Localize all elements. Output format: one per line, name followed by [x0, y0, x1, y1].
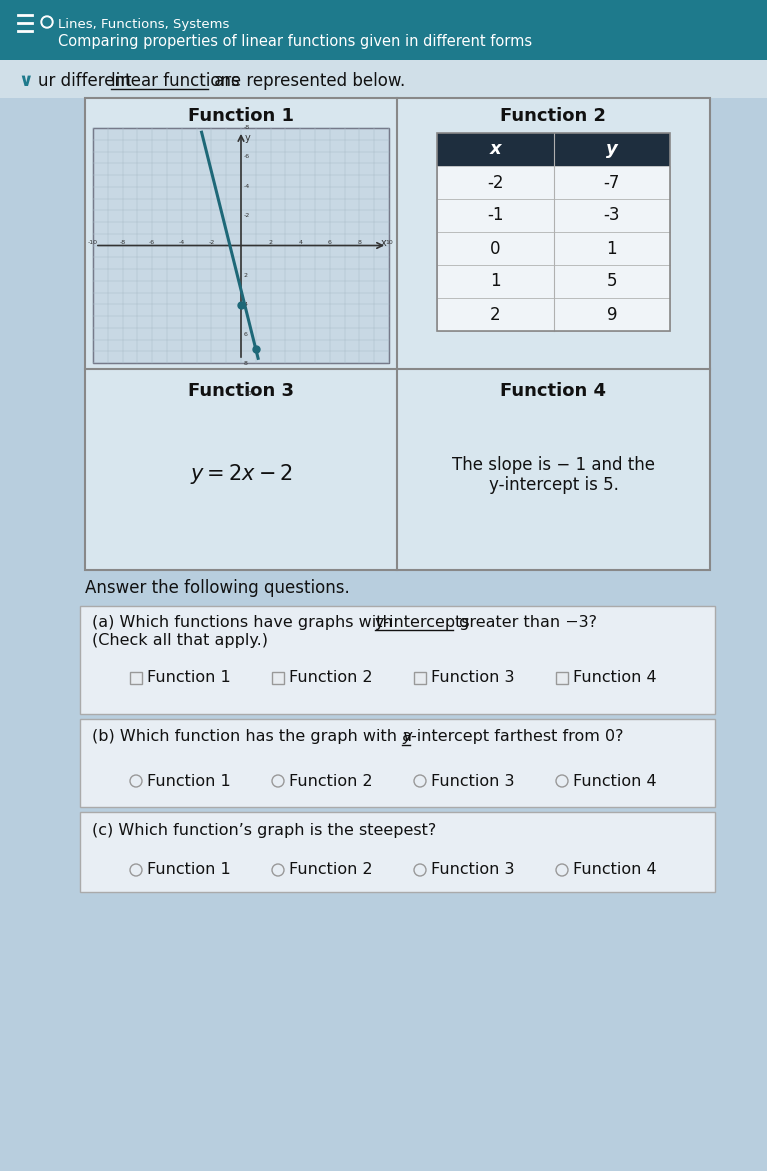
Text: (c) Which function’s graph is the steepest?: (c) Which function’s graph is the steepe… — [92, 822, 436, 837]
Text: Function 3: Function 3 — [188, 382, 294, 400]
Text: y: y — [606, 141, 617, 158]
Text: 1: 1 — [490, 273, 501, 290]
Text: 5: 5 — [607, 273, 617, 290]
FancyBboxPatch shape — [414, 672, 426, 684]
Text: Lines, Functions, Systems: Lines, Functions, Systems — [58, 18, 229, 30]
Text: x: x — [381, 239, 387, 248]
Text: -8: -8 — [120, 240, 126, 246]
Text: Function 1: Function 1 — [147, 671, 231, 685]
Text: 6: 6 — [328, 240, 332, 246]
Text: linear functions: linear functions — [111, 71, 240, 90]
Text: -4: -4 — [244, 184, 250, 189]
Text: Function 2: Function 2 — [501, 107, 607, 125]
FancyBboxPatch shape — [556, 672, 568, 684]
Text: ∨: ∨ — [18, 71, 33, 90]
Text: -2: -2 — [244, 213, 250, 219]
Text: 2: 2 — [268, 240, 272, 246]
Text: -8: -8 — [244, 124, 250, 130]
Text: Function 2: Function 2 — [289, 774, 373, 788]
Text: Answer the following questions.: Answer the following questions. — [85, 578, 350, 597]
Text: (Check all that apply.): (Check all that apply.) — [92, 632, 268, 648]
Text: 2: 2 — [490, 306, 501, 323]
Text: 10: 10 — [385, 240, 393, 246]
FancyBboxPatch shape — [437, 133, 670, 166]
FancyBboxPatch shape — [85, 98, 710, 570]
Text: y: y — [402, 730, 412, 745]
FancyBboxPatch shape — [80, 812, 715, 892]
Text: -2: -2 — [487, 173, 503, 192]
FancyBboxPatch shape — [437, 265, 670, 297]
FancyBboxPatch shape — [93, 128, 389, 363]
Text: Function 1: Function 1 — [188, 107, 294, 125]
Text: 4: 4 — [298, 240, 302, 246]
Text: 0: 0 — [490, 240, 501, 258]
FancyBboxPatch shape — [437, 297, 670, 331]
Text: (b) Which function has the graph with a: (b) Which function has the graph with a — [92, 730, 417, 745]
Text: 6: 6 — [244, 331, 248, 337]
FancyBboxPatch shape — [272, 672, 284, 684]
Text: Function 3: Function 3 — [431, 774, 515, 788]
Text: $y=2x-2$: $y=2x-2$ — [189, 463, 292, 486]
Text: 8: 8 — [357, 240, 361, 246]
Text: greater than −3?: greater than −3? — [454, 615, 597, 630]
FancyBboxPatch shape — [80, 607, 715, 714]
FancyBboxPatch shape — [437, 199, 670, 232]
Text: -6: -6 — [149, 240, 155, 246]
Text: Function 1: Function 1 — [147, 774, 231, 788]
Text: -1: -1 — [487, 206, 503, 225]
Text: -2: -2 — [209, 240, 215, 246]
FancyBboxPatch shape — [130, 672, 142, 684]
Text: 4: 4 — [244, 302, 248, 307]
Text: Function 2: Function 2 — [289, 863, 373, 877]
Text: y-intercept is 5.: y-intercept is 5. — [489, 475, 618, 493]
Text: 9: 9 — [607, 306, 617, 323]
Text: y-intercepts: y-intercepts — [375, 615, 471, 630]
Text: -intercept farthest from 0?: -intercept farthest from 0? — [411, 730, 624, 745]
Text: Function 4: Function 4 — [573, 774, 657, 788]
Text: Function 1: Function 1 — [147, 863, 231, 877]
Text: Comparing properties of linear functions given in different forms: Comparing properties of linear functions… — [58, 34, 532, 49]
Circle shape — [43, 18, 51, 26]
Text: x: x — [489, 141, 501, 158]
Circle shape — [41, 16, 53, 28]
Text: -3: -3 — [604, 206, 620, 225]
Text: 8: 8 — [244, 362, 248, 367]
Text: -6: -6 — [244, 155, 250, 159]
FancyBboxPatch shape — [80, 719, 715, 807]
Text: (a) Which functions have graphs with: (a) Which functions have graphs with — [92, 615, 398, 630]
Text: Function 4: Function 4 — [501, 382, 607, 400]
Text: Function 4: Function 4 — [573, 671, 657, 685]
Text: Function 3: Function 3 — [431, 671, 515, 685]
Text: Function 4: Function 4 — [573, 863, 657, 877]
FancyBboxPatch shape — [437, 166, 670, 199]
Text: -4: -4 — [179, 240, 185, 246]
Text: -10: -10 — [88, 240, 98, 246]
FancyBboxPatch shape — [0, 60, 767, 98]
FancyBboxPatch shape — [0, 0, 767, 60]
Text: 10: 10 — [244, 391, 252, 396]
Text: 1: 1 — [607, 240, 617, 258]
FancyBboxPatch shape — [437, 232, 670, 265]
Text: Function 3: Function 3 — [431, 863, 515, 877]
Text: are represented below.: are represented below. — [209, 71, 405, 90]
Text: ur different: ur different — [38, 71, 137, 90]
Text: -7: -7 — [604, 173, 620, 192]
Text: 2: 2 — [244, 273, 248, 278]
Text: The slope is − 1 and the: The slope is − 1 and the — [452, 456, 655, 473]
Text: y: y — [245, 133, 251, 143]
Text: Function 2: Function 2 — [289, 671, 373, 685]
